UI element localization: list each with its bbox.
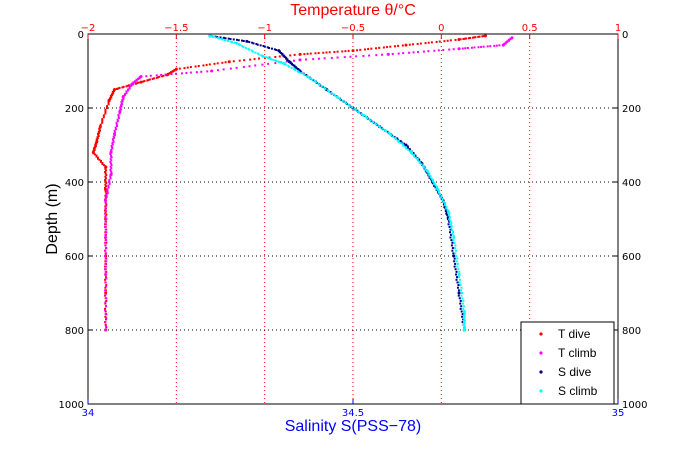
salinity-tick-label: 34 (82, 408, 95, 419)
legend: T dive T climb S dive S climb (520, 321, 615, 405)
legend-entry-label: S dive (558, 365, 592, 379)
depth-tick-label-right: 600 (622, 252, 641, 263)
data-point (261, 54, 265, 58)
data-point (210, 69, 214, 73)
temperature-tick-label: 1 (615, 23, 621, 34)
data-point (139, 75, 143, 79)
data-point (404, 43, 408, 47)
data-point (351, 49, 355, 53)
data-point (277, 49, 281, 53)
y-axis-label: Depth (m) (44, 183, 61, 254)
legend-entry-label: S climb (558, 384, 598, 398)
temperature-tick-label: −0.5 (341, 23, 365, 34)
salinity-tick-label: 35 (612, 408, 625, 419)
data-point (457, 38, 461, 42)
legend-entry-label: T climb (558, 346, 597, 360)
data-point (457, 273, 461, 276)
data-point (362, 113, 366, 117)
data-point (104, 165, 108, 169)
data-point (174, 67, 178, 71)
data-point (166, 73, 169, 77)
depth-tick-label-left: 0 (78, 30, 84, 41)
data-point (113, 132, 116, 136)
data-point (298, 58, 302, 62)
legend-marker (539, 370, 543, 374)
data-point (462, 328, 466, 332)
legend-marker (539, 351, 543, 355)
legend-box (520, 321, 615, 405)
data-point (130, 82, 134, 86)
data-point (335, 95, 339, 99)
depth-tick-label-left: 1000 (59, 400, 84, 411)
data-point (208, 34, 212, 38)
data-point (298, 52, 302, 56)
legend-marker (539, 389, 543, 393)
chart-title: Temperature θ/°C (290, 2, 416, 19)
data-point (452, 236, 456, 239)
depth-tick-label-left: 400 (65, 178, 84, 189)
series-s-climb (208, 34, 466, 332)
salinity-tick-label: 34.5 (342, 408, 364, 419)
data-point (510, 36, 514, 40)
data-point (104, 199, 108, 202)
data-point (104, 273, 108, 276)
data-point (282, 62, 286, 66)
data-point (139, 80, 143, 84)
data-point (457, 47, 461, 51)
data-point (234, 41, 238, 45)
data-point (287, 60, 291, 64)
temperature-tick-label: −1 (257, 23, 272, 34)
depth-tick-label-right: 1000 (622, 400, 647, 411)
depth-tick-label-left: 800 (65, 326, 84, 337)
data-point (98, 125, 102, 128)
data-point (104, 236, 108, 239)
depth-tick-label-right: 200 (622, 104, 641, 115)
data-point (309, 76, 313, 80)
data-point (245, 39, 249, 43)
data-point (501, 43, 505, 47)
data-point (109, 173, 113, 177)
legend-marker (539, 332, 543, 336)
data-point (107, 99, 111, 103)
temperature-tick-label: 0 (438, 23, 444, 34)
data-point (409, 150, 413, 154)
temperature-tick-label: −2 (81, 23, 96, 34)
series-t-climb (104, 36, 514, 332)
depth-tick-label-right: 800 (622, 326, 641, 337)
data-point (388, 132, 392, 136)
depth-tick-label-left: 200 (65, 104, 84, 115)
x-axis-label: Salinity S(PSS−78) (285, 418, 422, 435)
ticks: −2 −1.5 −1 −0.5 0 0.5 1 34 34.5 35 0 0 200 200 400 400 6… (59, 23, 648, 419)
data-point (104, 328, 108, 332)
data-point (436, 187, 440, 191)
data-point (91, 150, 95, 154)
depth-tick-label-right: 0 (622, 30, 628, 41)
series-layer (91, 34, 514, 332)
temperature-tick-label: −1.5 (164, 23, 188, 34)
data-point (484, 34, 487, 38)
legend-entry-label: T dive (558, 327, 591, 341)
data-point (386, 52, 390, 56)
data-point (118, 110, 122, 114)
data-point (95, 139, 99, 143)
data-point (109, 150, 113, 154)
data-point (404, 143, 408, 147)
data-point (121, 95, 125, 99)
data-point (457, 291, 461, 295)
data-point (227, 60, 231, 64)
data-point (446, 210, 450, 214)
depth-tick-label-right: 400 (622, 178, 641, 189)
temperature-tick-label: 0.5 (522, 23, 538, 34)
data-point (462, 310, 466, 313)
data-point (425, 169, 429, 173)
depth-tick-label-left: 600 (65, 252, 84, 263)
data-point (113, 88, 116, 91)
data-point (452, 254, 456, 258)
